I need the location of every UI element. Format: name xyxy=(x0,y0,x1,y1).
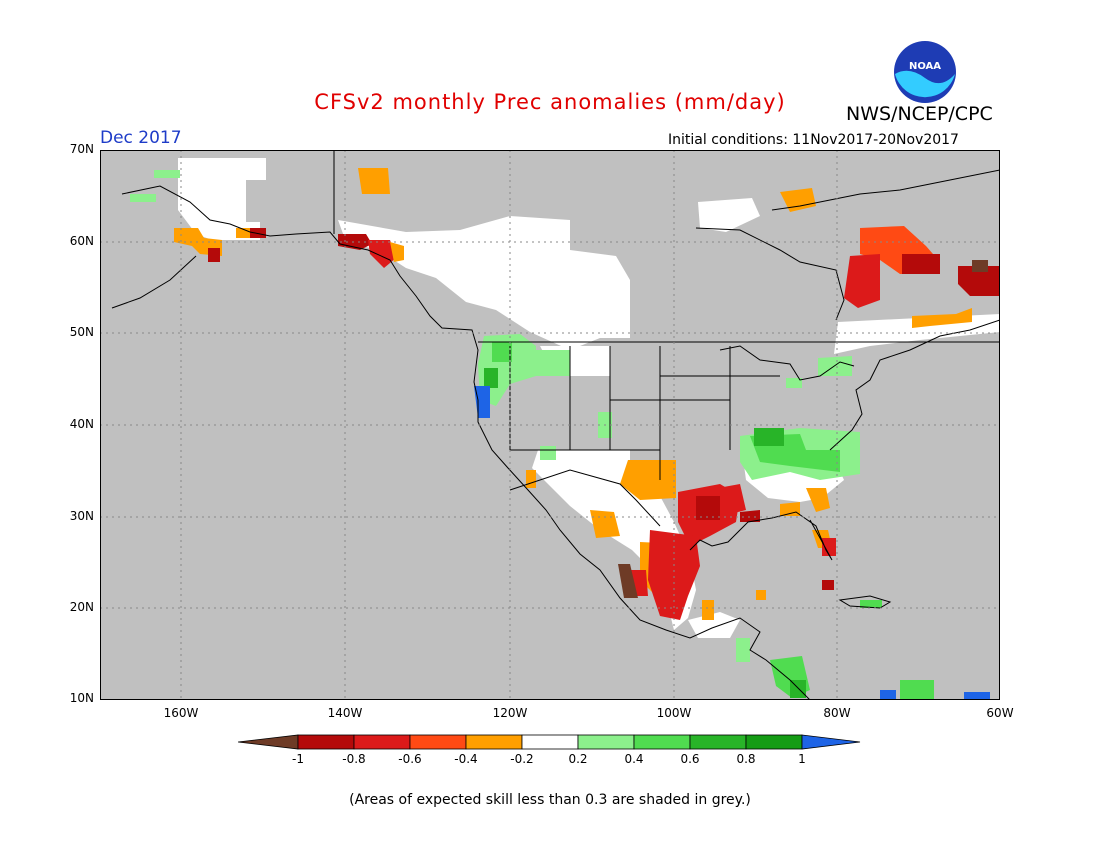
colorbar-label: -0.4 xyxy=(454,752,478,766)
lon-label-120w: 120W xyxy=(492,706,528,720)
colorbar-bin-4 xyxy=(465,734,523,750)
agency-label: NWS/NCEP/CPC xyxy=(846,103,993,125)
colorbar-label: 0.8 xyxy=(736,752,756,766)
lat-label-60n: 60N xyxy=(69,234,94,248)
colorbar-bin-9 xyxy=(745,734,803,750)
colorbar-bin-2 xyxy=(353,734,411,750)
colorbar-bin-8 xyxy=(689,734,747,750)
colorbar-bin-3 xyxy=(409,734,467,750)
colorbar-label: 0.4 xyxy=(624,752,644,766)
noaa-logo: NOAA xyxy=(894,41,956,103)
colorbar-high-triangle xyxy=(801,734,861,750)
colorbar-label: -0.2 xyxy=(510,752,534,766)
colorbar-label: -0.8 xyxy=(342,752,366,766)
lon-label-80w: 80W xyxy=(823,706,851,720)
colorbar-bin-6 xyxy=(577,734,635,750)
colorbar-bin-5 xyxy=(521,734,579,750)
colorbar xyxy=(238,734,861,750)
map-frame xyxy=(100,150,1000,700)
colorbar-label: -1 xyxy=(292,752,304,766)
noaa-logo-text: NOAA xyxy=(909,61,941,72)
lat-label-50n: 50N xyxy=(69,325,94,339)
lon-label-160w: 160W xyxy=(163,706,199,720)
colorbar-label: 0.2 xyxy=(568,752,588,766)
colorbar-label: 1 xyxy=(798,752,806,766)
anomaly-map xyxy=(100,150,1000,700)
lon-label-100w: 100W xyxy=(656,706,692,720)
forecast-month-label: Dec 2017 xyxy=(100,128,182,148)
initial-conditions-label: Initial conditions: 11Nov2017-20Nov2017 xyxy=(668,132,959,148)
skill-footnote: (Areas of expected skill less than 0.3 a… xyxy=(349,792,751,808)
colorbar-bin-1 xyxy=(297,734,355,750)
lat-label-40n: 40N xyxy=(69,417,94,431)
coastlines xyxy=(111,150,1000,700)
lon-label-60w: 60W xyxy=(986,706,1014,720)
wet-anomalies xyxy=(130,170,990,700)
colorbar-low-triangle xyxy=(238,734,299,750)
colorbar-label: 0.6 xyxy=(680,752,700,766)
dry-anomalies xyxy=(174,168,1000,620)
lat-label-10n: 10N xyxy=(69,691,94,705)
lat-label-20n: 20N xyxy=(69,600,94,614)
lat-label-30n: 30N xyxy=(69,509,94,523)
colorbar-label: -0.6 xyxy=(398,752,422,766)
lat-label-70n: 70N xyxy=(69,142,94,156)
lon-label-140w: 140W xyxy=(327,706,363,720)
map-title: CFSv2 monthly Prec anomalies (mm/day) xyxy=(314,90,786,114)
colorbar-bin-7 xyxy=(633,734,691,750)
graticule xyxy=(100,150,1000,700)
